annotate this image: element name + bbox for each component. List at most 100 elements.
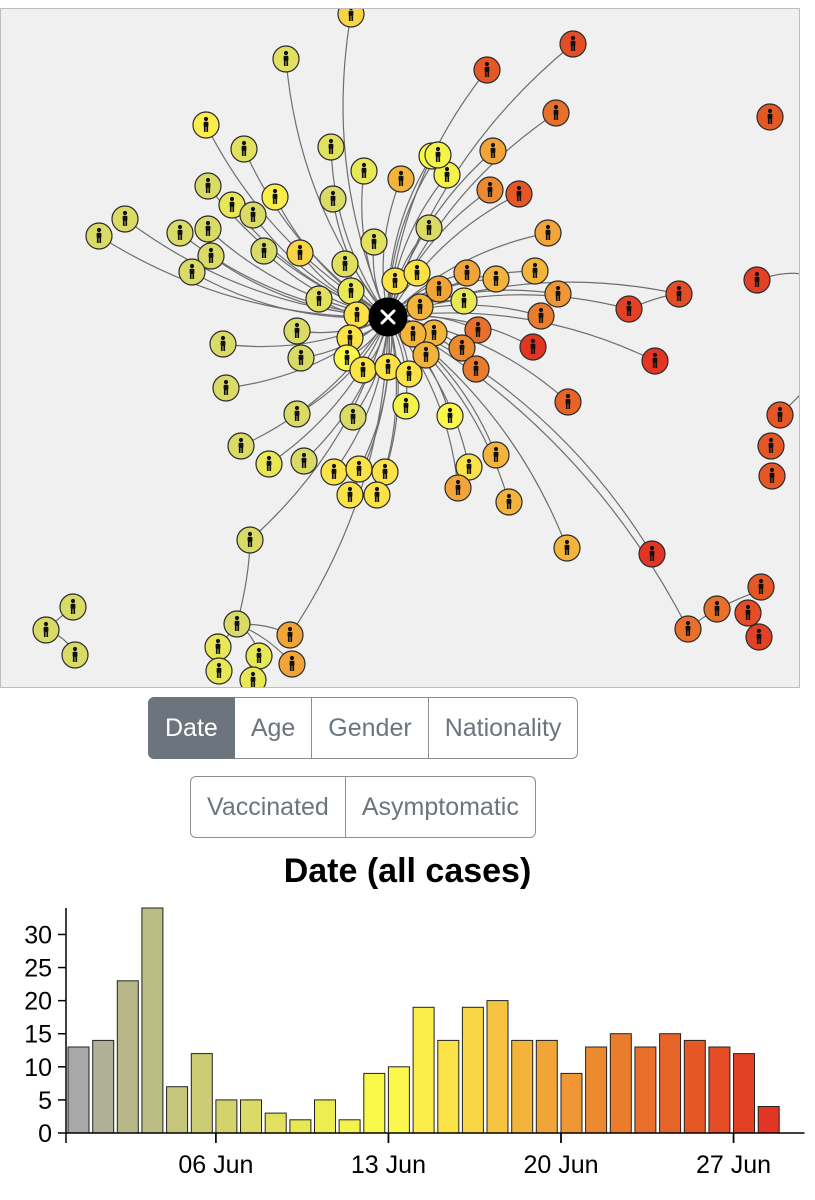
case-node[interactable]: [194, 172, 222, 200]
case-node[interactable]: [239, 201, 267, 229]
case-node[interactable]: [227, 432, 255, 460]
case-node[interactable]: [61, 641, 89, 669]
case-node[interactable]: [230, 135, 258, 163]
case-node[interactable]: [425, 275, 453, 303]
case-node[interactable]: [756, 103, 784, 131]
case-node[interactable]: [534, 219, 562, 247]
case-node[interactable]: [337, 277, 365, 305]
case-node[interactable]: [406, 293, 434, 321]
case-node[interactable]: [448, 334, 476, 362]
case-node[interactable]: [436, 402, 464, 430]
histogram-bar[interactable]: [486, 1000, 509, 1134]
case-node[interactable]: [615, 295, 643, 323]
case-node[interactable]: [272, 45, 300, 73]
network-graph[interactable]: [1, 9, 800, 688]
gender-filter-button[interactable]: Gender: [312, 697, 429, 759]
case-node[interactable]: [245, 642, 273, 670]
case-node[interactable]: [559, 30, 587, 58]
case-node[interactable]: [444, 474, 472, 502]
histogram-bar[interactable]: [609, 1033, 632, 1134]
case-node[interactable]: [250, 237, 278, 265]
date-filter-button[interactable]: Date: [148, 697, 235, 759]
case-node[interactable]: [482, 265, 510, 293]
case-node[interactable]: [305, 285, 333, 313]
case-node[interactable]: [349, 356, 377, 384]
case-node[interactable]: [527, 302, 555, 330]
case-node[interactable]: [542, 99, 570, 127]
case-node[interactable]: [747, 573, 775, 601]
case-node[interactable]: [319, 185, 347, 213]
case-node[interactable]: [209, 330, 237, 358]
case-node[interactable]: [519, 333, 547, 361]
case-node[interactable]: [758, 462, 786, 490]
case-node[interactable]: [345, 455, 373, 483]
histogram-bar[interactable]: [141, 907, 164, 1134]
case-node[interactable]: [371, 458, 399, 486]
histogram-bar[interactable]: [412, 1006, 435, 1134]
case-node[interactable]: [521, 257, 549, 285]
case-node[interactable]: [743, 266, 771, 294]
case-node[interactable]: [283, 400, 311, 428]
case-node[interactable]: [290, 447, 318, 475]
case-node[interactable]: [703, 595, 731, 623]
case-node[interactable]: [255, 450, 283, 478]
case-node[interactable]: [59, 593, 87, 621]
case-node[interactable]: [218, 191, 246, 219]
case-node[interactable]: [204, 633, 232, 661]
histogram-bar[interactable]: [757, 1106, 780, 1134]
case-node[interactable]: [553, 534, 581, 562]
histogram-bar[interactable]: [240, 1099, 262, 1134]
case-node[interactable]: [734, 599, 762, 627]
case-node[interactable]: [111, 205, 139, 233]
case-node[interactable]: [278, 650, 306, 678]
case-node[interactable]: [336, 481, 364, 509]
histogram-bar[interactable]: [116, 980, 139, 1134]
case-node[interactable]: [766, 401, 794, 429]
case-node[interactable]: [32, 616, 60, 644]
histogram-bar[interactable]: [634, 1046, 657, 1134]
case-node[interactable]: [665, 280, 693, 308]
transmission-network[interactable]: [0, 8, 800, 688]
histogram-bar[interactable]: [560, 1072, 583, 1134]
case-node[interactable]: [339, 403, 367, 431]
case-node[interactable]: [223, 610, 251, 638]
case-node[interactable]: [473, 56, 501, 84]
histogram-bar[interactable]: [289, 1119, 312, 1134]
case-node[interactable]: [363, 481, 391, 509]
case-node[interactable]: [505, 180, 533, 208]
case-node[interactable]: [424, 141, 452, 169]
case-node[interactable]: [286, 239, 314, 267]
case-node[interactable]: [450, 287, 478, 315]
histogram-bar[interactable]: [733, 1053, 755, 1134]
case-node[interactable]: [464, 316, 492, 344]
case-node[interactable]: [399, 320, 427, 348]
case-node[interactable]: [476, 176, 504, 204]
source-node[interactable]: [368, 297, 408, 337]
case-node[interactable]: [197, 242, 225, 270]
case-node[interactable]: [554, 388, 582, 416]
case-node[interactable]: [350, 157, 378, 185]
asymptomatic-filter-button[interactable]: Asymptomatic: [345, 776, 536, 838]
case-node[interactable]: [85, 222, 113, 250]
case-node[interactable]: [317, 133, 345, 161]
histogram-bar[interactable]: [166, 1086, 189, 1134]
case-node[interactable]: [287, 344, 315, 372]
case-node[interactable]: [495, 488, 523, 516]
case-node[interactable]: [331, 250, 359, 278]
histogram-bar[interactable]: [338, 1119, 361, 1134]
case-node[interactable]: [757, 432, 785, 460]
case-node[interactable]: [433, 161, 461, 189]
histogram-bar[interactable]: [363, 1072, 386, 1134]
case-node[interactable]: [392, 392, 420, 420]
case-node[interactable]: [381, 267, 409, 295]
age-filter-button[interactable]: Age: [234, 697, 313, 759]
histogram-bar[interactable]: [511, 1039, 534, 1134]
case-node[interactable]: [166, 219, 194, 247]
histogram-bar[interactable]: [437, 1039, 460, 1134]
histogram-bar[interactable]: [215, 1099, 238, 1134]
case-node[interactable]: [482, 441, 510, 469]
histogram-bar[interactable]: [659, 1033, 682, 1134]
case-node[interactable]: [641, 347, 669, 375]
case-node[interactable]: [479, 137, 507, 165]
case-node[interactable]: [412, 341, 440, 369]
